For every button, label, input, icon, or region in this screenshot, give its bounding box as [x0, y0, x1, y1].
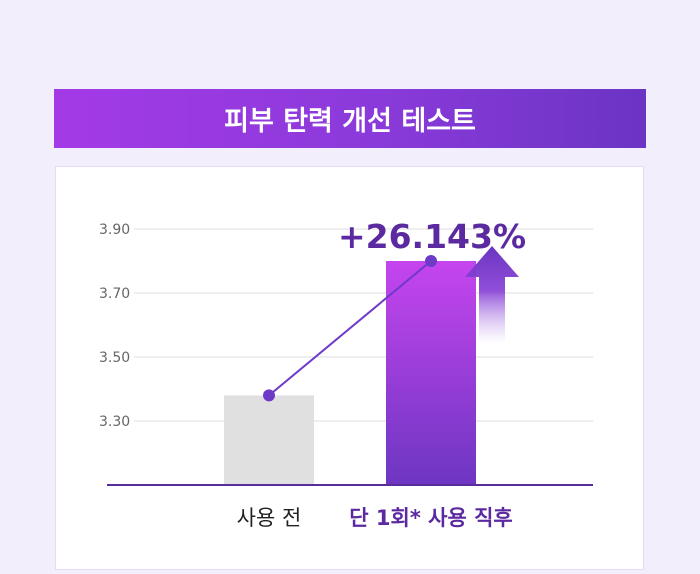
title-banner: 피부 탄력 개선 테스트: [54, 89, 646, 148]
chart-title: 피부 탄력 개선 테스트: [224, 106, 476, 137]
y-tick-label: 3.70: [99, 286, 130, 302]
y-tick-label: 3.90: [99, 222, 130, 238]
data-point: [425, 255, 437, 267]
data-point: [263, 389, 275, 402]
up-arrow: [465, 246, 519, 344]
bar-after: [386, 261, 476, 485]
y-tick-label: 3.30: [99, 414, 130, 430]
bar-before: [224, 395, 314, 485]
trend-line: [268, 260, 432, 397]
chart-panel: [55, 166, 644, 570]
x-category-label: 단 1회* 사용 직후: [349, 506, 512, 530]
increase-annotation: +26.143%: [338, 217, 526, 256]
y-tick-label: 3.50: [99, 350, 130, 366]
x-category-label: 사용 전: [237, 506, 302, 530]
